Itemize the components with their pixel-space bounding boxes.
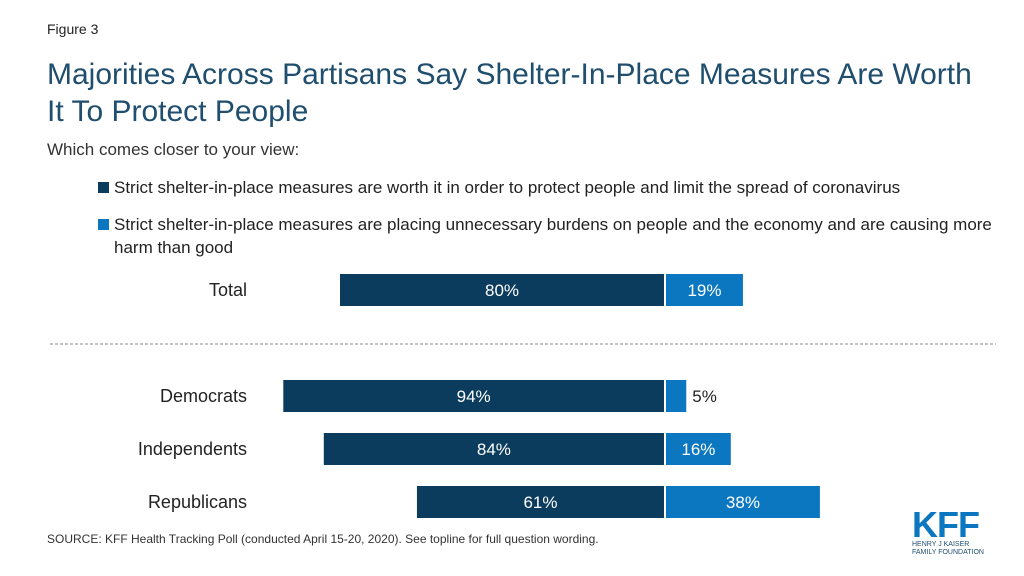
value-label-harm-democrats: 5% — [692, 387, 717, 406]
category-label-democrats: Democrats — [160, 386, 247, 406]
value-label-worth-it-democrats: 94% — [457, 387, 491, 406]
bar-worth-it-independents — [323, 433, 664, 465]
logo-line2: FAMILY FOUNDATION — [912, 549, 984, 556]
legend-label-series1: Strict shelter-in-place measures are wor… — [114, 178, 901, 197]
bar-harm-democrats — [666, 380, 687, 412]
value-label-worth-it-total: 80% — [485, 281, 519, 300]
logo-main: KFF — [912, 504, 980, 545]
value-label-worth-it-republicans: 61% — [523, 493, 557, 512]
legend-swatch-series1 — [98, 182, 109, 193]
legend-item-series1: Strict shelter-in-place measures are wor… — [98, 176, 998, 199]
bar-worth-it-total — [340, 274, 664, 306]
chart-title: Majorities Across Partisans Say Shelter-… — [47, 58, 972, 128]
chart-subtitle: Which comes closer to your view: — [47, 140, 300, 159]
legend-label-series2: Strict shelter-in-place measures are pla… — [114, 215, 992, 257]
bar-harm-total — [666, 274, 743, 306]
value-label-worth-it-independents: 84% — [477, 440, 511, 459]
category-label-republicans: Republicans — [148, 492, 247, 512]
bar-harm-republicans — [666, 486, 820, 518]
bar-worth-it-democrats — [283, 380, 664, 412]
bar-harm-independents — [666, 433, 731, 465]
bar-worth-it-republicans — [416, 486, 664, 518]
figure-label: Figure 3 — [47, 21, 99, 37]
kff-logo: KFF HENRY J KAISER FAMILY FOUNDATION — [912, 504, 988, 557]
logo-line1: HENRY J KAISER — [912, 541, 970, 548]
value-label-harm-independents: 16% — [681, 440, 715, 459]
value-label-harm-republicans: 38% — [726, 493, 760, 512]
legend: Strict shelter-in-place measures are wor… — [98, 176, 998, 273]
category-label-independents: Independents — [138, 439, 247, 459]
legend-item-series2: Strict shelter-in-place measures are pla… — [98, 213, 998, 259]
source-note: SOURCE: KFF Health Tracking Poll (conduc… — [47, 532, 599, 546]
category-label-total: Total — [209, 280, 247, 300]
legend-swatch-series2 — [98, 219, 109, 230]
value-label-harm-total: 19% — [687, 281, 721, 300]
